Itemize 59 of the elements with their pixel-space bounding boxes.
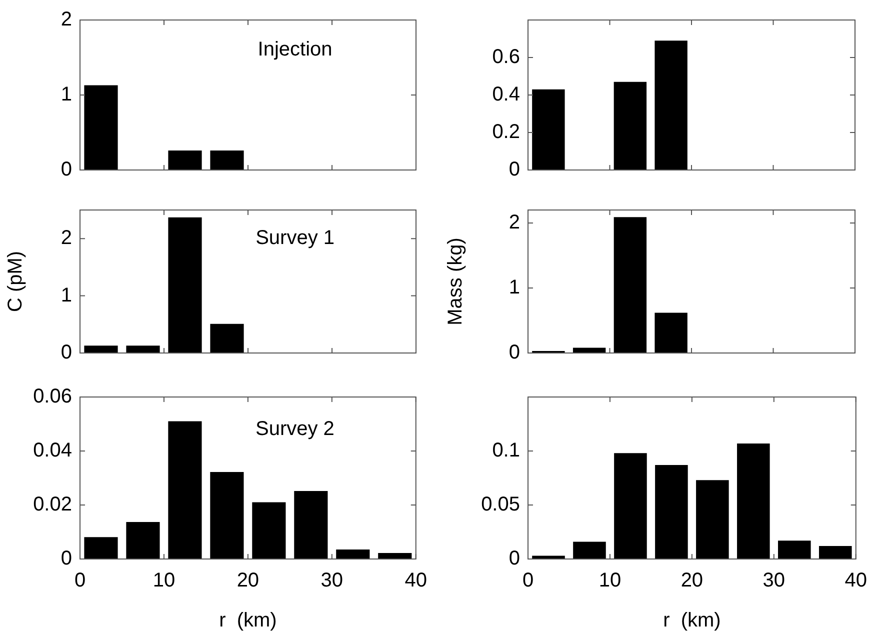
x-tick-label: 10 bbox=[152, 570, 176, 592]
bar bbox=[378, 553, 412, 559]
y-tick-label: 0 bbox=[508, 158, 520, 181]
bar bbox=[126, 522, 160, 559]
y-tick-label: 0 bbox=[508, 342, 520, 364]
bar bbox=[614, 217, 647, 353]
y-tick-label: 0.2 bbox=[492, 121, 520, 144]
x-tick-label: 30 bbox=[320, 570, 344, 592]
x-tick-label: 20 bbox=[680, 570, 704, 592]
bar bbox=[654, 312, 688, 353]
bar bbox=[168, 421, 202, 559]
y-tick-label: 1 bbox=[60, 284, 72, 306]
y-tick-label: 2 bbox=[60, 227, 72, 250]
bar bbox=[614, 453, 647, 559]
y-tick-label: 0 bbox=[60, 158, 72, 181]
y-tick-label: 0.04 bbox=[33, 440, 72, 462]
x-tick-label: 40 bbox=[844, 570, 867, 592]
y-tick-label: 1 bbox=[60, 84, 72, 106]
bar bbox=[210, 472, 244, 559]
bar bbox=[818, 546, 852, 559]
y-tick-label: 0.4 bbox=[492, 84, 520, 106]
y-tick-label: 0.1 bbox=[492, 440, 520, 462]
y-tick-label: 2 bbox=[60, 8, 72, 31]
bar bbox=[655, 465, 688, 559]
bar bbox=[696, 480, 729, 559]
y-axis-title: Mass (kg) bbox=[444, 238, 467, 326]
y-tick-label: 0.05 bbox=[481, 494, 520, 516]
bar bbox=[336, 550, 370, 559]
bar bbox=[168, 217, 202, 353]
x-axis-title: r (km) bbox=[219, 610, 277, 632]
annotation: Survey 1 bbox=[256, 227, 335, 250]
x-tick-label: 10 bbox=[598, 570, 622, 592]
y-tick-label: 0.06 bbox=[33, 386, 72, 408]
bar bbox=[84, 537, 118, 559]
bar bbox=[654, 40, 688, 170]
annotation: Survey 2 bbox=[255, 418, 334, 440]
bar bbox=[294, 490, 328, 559]
bar bbox=[210, 324, 244, 353]
y-tick-label: 0 bbox=[508, 548, 520, 570]
y-tick-label: 1 bbox=[508, 276, 520, 299]
bar bbox=[778, 540, 811, 559]
y-tick-label: 0.02 bbox=[33, 494, 72, 516]
bar bbox=[126, 346, 160, 353]
x-tick-label: 20 bbox=[236, 570, 260, 592]
y-tick-label: 0 bbox=[60, 342, 72, 364]
bar bbox=[573, 542, 606, 559]
bar bbox=[532, 89, 565, 170]
bar bbox=[252, 502, 286, 559]
bar bbox=[84, 346, 118, 353]
annotation: Injection bbox=[258, 38, 332, 61]
y-tick-label: 0 bbox=[60, 548, 72, 570]
x-tick-label: 30 bbox=[762, 570, 786, 592]
y-axis-title: C (pM) bbox=[4, 250, 27, 312]
x-tick-label: 40 bbox=[404, 570, 427, 592]
bar bbox=[614, 82, 647, 170]
x-axis-title: r (km) bbox=[663, 610, 721, 632]
y-tick-label: 0.6 bbox=[492, 46, 520, 68]
bar bbox=[737, 443, 770, 559]
y-tick-label: 2 bbox=[508, 212, 520, 234]
